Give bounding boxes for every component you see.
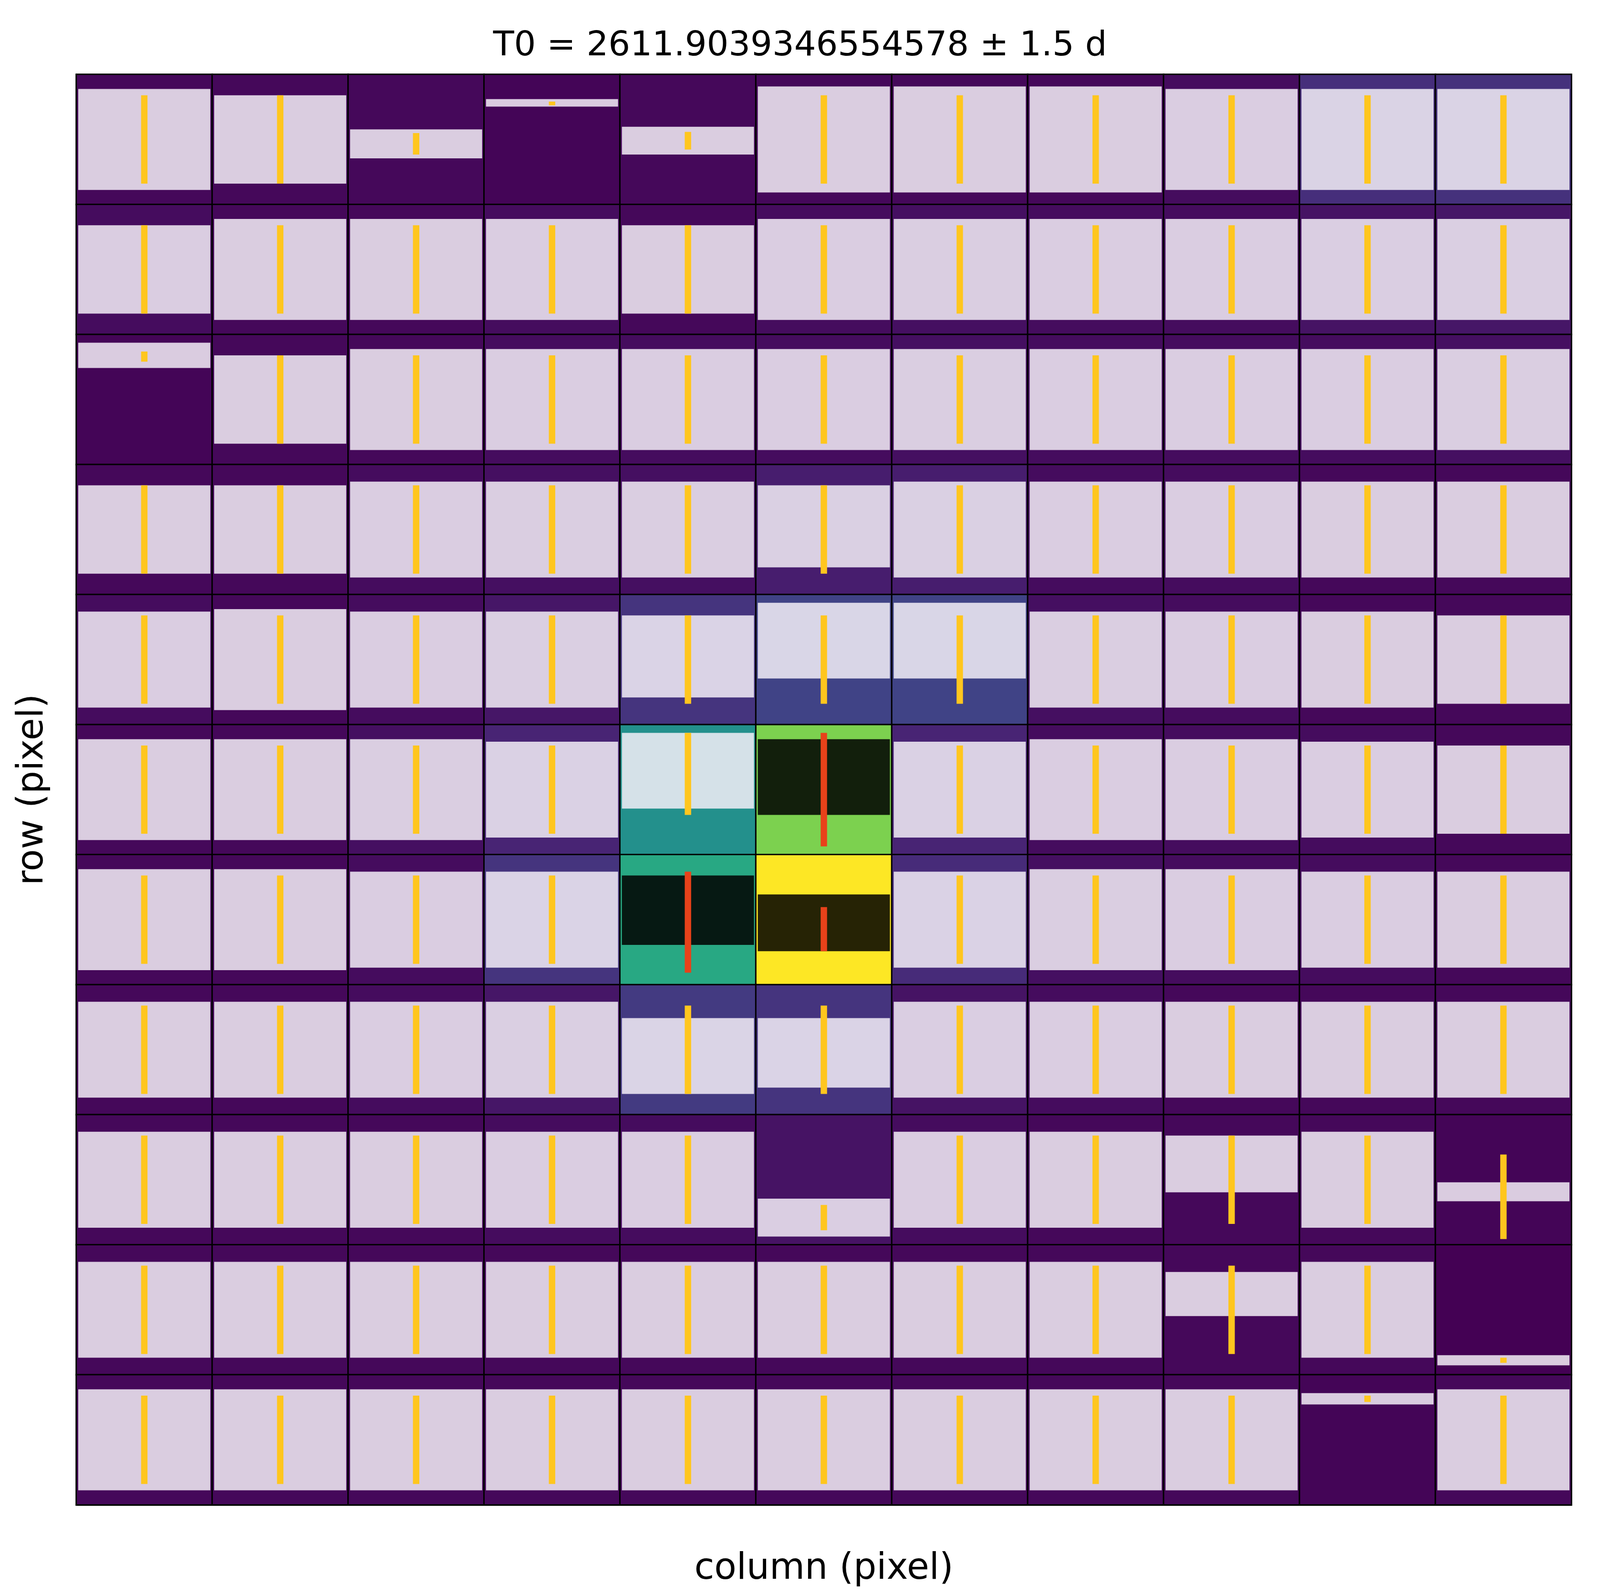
svg-text:row (pixel): row (pixel)	[8, 694, 52, 886]
svg-text:T0 = 2611.9039346554578 ± 1.5: T0 = 2611.9039346554578 ± 1.5 d	[492, 23, 1108, 64]
svg-text:column (pixel): column (pixel)	[694, 1545, 954, 1588]
